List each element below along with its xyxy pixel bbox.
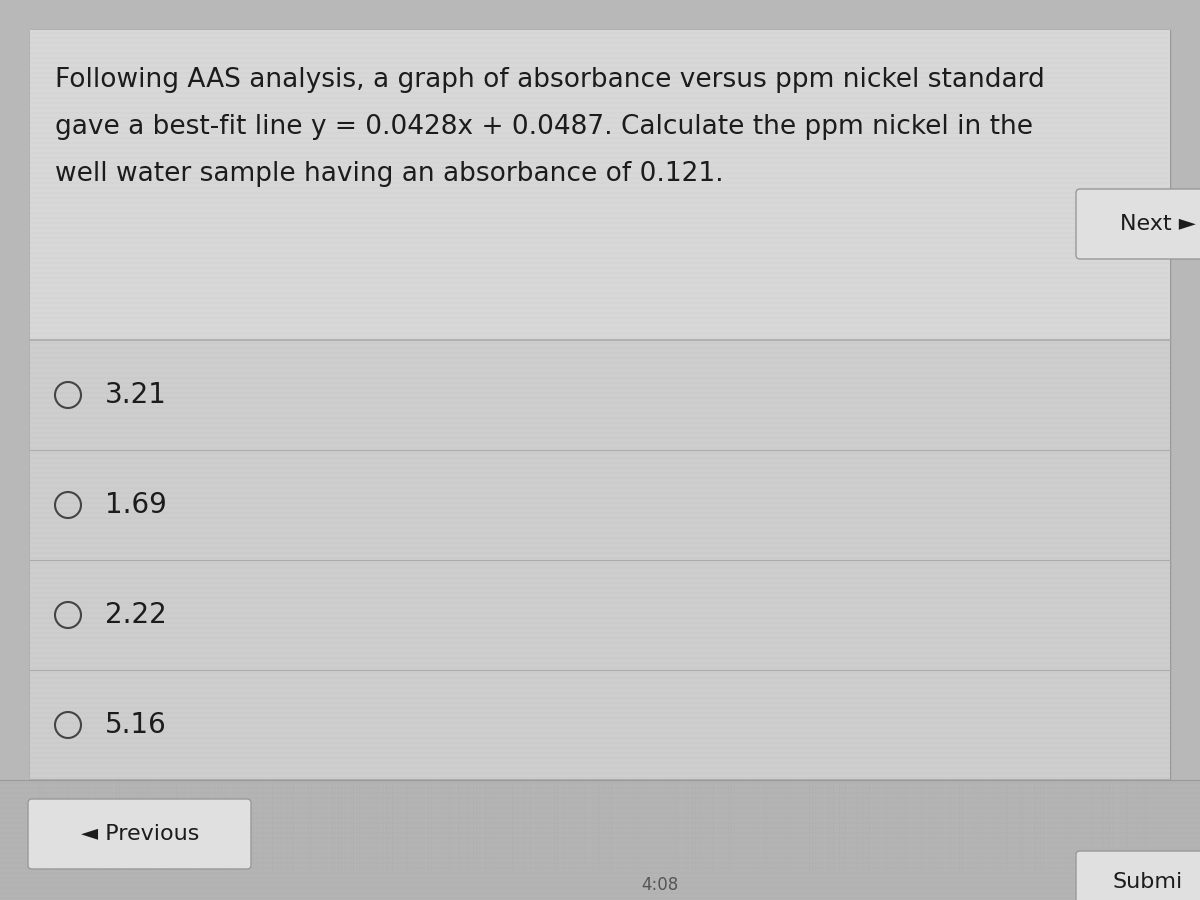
FancyBboxPatch shape bbox=[0, 780, 1200, 900]
FancyBboxPatch shape bbox=[1076, 851, 1200, 900]
Text: Submi: Submi bbox=[1112, 872, 1183, 892]
Text: 1.69: 1.69 bbox=[106, 491, 167, 519]
FancyBboxPatch shape bbox=[1076, 189, 1200, 259]
FancyBboxPatch shape bbox=[30, 30, 1170, 870]
Text: ◄ Previous: ◄ Previous bbox=[80, 824, 199, 844]
Text: Following AAS analysis, a graph of absorbance versus ppm nickel standard: Following AAS analysis, a graph of absor… bbox=[55, 67, 1045, 93]
Text: gave a best-fit line y = 0.0428x + 0.0487. Calculate the ppm nickel in the: gave a best-fit line y = 0.0428x + 0.048… bbox=[55, 114, 1033, 140]
FancyBboxPatch shape bbox=[28, 799, 251, 869]
Text: Next ►: Next ► bbox=[1120, 214, 1196, 234]
Text: 2.22: 2.22 bbox=[106, 601, 167, 629]
Text: 3.21: 3.21 bbox=[106, 381, 167, 409]
Text: 5.16: 5.16 bbox=[106, 711, 167, 739]
Text: 4:08: 4:08 bbox=[641, 876, 679, 894]
Text: well water sample having an absorbance of 0.121.: well water sample having an absorbance o… bbox=[55, 161, 724, 187]
FancyBboxPatch shape bbox=[30, 30, 1170, 340]
FancyBboxPatch shape bbox=[30, 340, 1170, 780]
